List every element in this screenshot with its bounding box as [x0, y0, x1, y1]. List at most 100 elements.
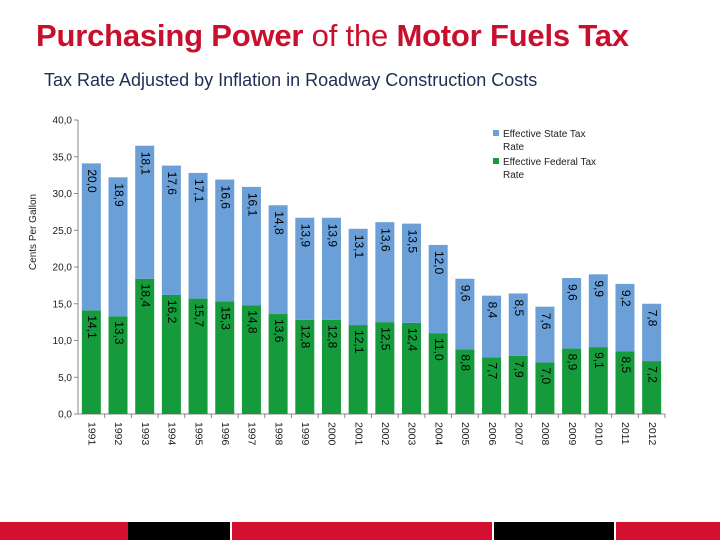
x-tick-label: 2005 [459, 422, 471, 446]
x-tick-label: 2004 [432, 422, 444, 446]
x-tick-label: 1994 [166, 422, 178, 446]
data-label-state: 9,2 [619, 290, 633, 307]
legend-label-state-cont: Rate [503, 142, 525, 153]
data-label-state: 16,1 [245, 193, 259, 217]
data-label-federal: 12,1 [352, 330, 366, 354]
y-tick-label: 20,0 [53, 263, 73, 274]
data-label-federal: 12,8 [325, 325, 339, 349]
data-label-state: 13,9 [325, 224, 339, 248]
x-tick-label: 1993 [139, 422, 151, 446]
y-tick-label: 15,0 [53, 299, 73, 310]
x-tick-label: 2002 [379, 422, 391, 446]
x-tick-label: 2003 [406, 422, 418, 446]
bar-federal [402, 322, 422, 414]
x-tick-label: 2012 [646, 422, 658, 446]
data-label-state: 13,5 [405, 230, 419, 254]
bar-federal [108, 316, 128, 414]
bar-federal [348, 325, 368, 414]
data-label-state: 9,6 [565, 284, 579, 301]
data-label-federal: 8,9 [565, 354, 579, 371]
bar-state [188, 172, 208, 299]
stacked-bar-chart: 0,0 5,0 10,0 15,0 20,0 25,0 30,0 35,0 40,0 Cents … [28, 116, 666, 446]
bar-federal [188, 298, 208, 414]
data-label-state: 8,4 [485, 302, 499, 319]
bar-state [615, 283, 635, 352]
bar-federal [455, 349, 475, 414]
bar-state [455, 278, 475, 350]
bar-state [642, 303, 662, 362]
x-tick-label: 2006 [486, 422, 498, 446]
bar-federal [241, 305, 261, 414]
footer-segment-red-1 [0, 522, 128, 540]
data-label-federal: 7,9 [512, 361, 526, 378]
bar-state [562, 278, 582, 349]
x-tick-label: 2010 [593, 422, 605, 446]
bar-federal [295, 319, 315, 414]
legend-label-federal: Effective Federal Tax [503, 157, 596, 168]
x-tick-label: 1997 [246, 422, 258, 446]
bar-federal [215, 301, 235, 414]
footer-bar [0, 522, 720, 540]
data-label-federal: 8,8 [459, 354, 473, 371]
x-tick-label: 2001 [352, 422, 364, 446]
legend-label-federal-cont: Rate [503, 170, 525, 181]
bar-federal [535, 362, 555, 414]
bar-state [268, 205, 288, 315]
data-label-federal: 15,7 [192, 304, 206, 328]
bar-state [535, 306, 555, 363]
y-tick-label: 5,0 [58, 373, 72, 384]
bar-state [215, 179, 235, 302]
data-label-federal: 7,0 [539, 368, 553, 385]
x-tick-label: 2000 [326, 422, 338, 446]
bar-state [428, 244, 448, 334]
data-label-federal: 16,2 [165, 300, 179, 324]
legend-swatch-state [493, 130, 499, 136]
title-middle-part: of the [303, 18, 397, 53]
data-label-state: 13,9 [299, 224, 313, 248]
x-tick-label: 2008 [539, 422, 551, 446]
bar-state [588, 274, 608, 348]
bar-state [348, 228, 368, 326]
bar-federal [562, 348, 582, 414]
data-label-state: 18,1 [139, 152, 153, 176]
footer-segment-dark-1 [128, 522, 230, 540]
data-label-federal: 12,5 [379, 327, 393, 351]
y-tick-label: 25,0 [53, 226, 73, 237]
x-tick-label: 2009 [566, 422, 578, 446]
data-label-federal: 14,1 [85, 315, 99, 339]
data-label-state: 20,0 [85, 169, 99, 193]
bar-state [321, 217, 341, 320]
page-subtitle: Tax Rate Adjusted by Inflation in Roadwa… [44, 70, 538, 90]
data-label-federal: 14,8 [245, 310, 259, 334]
x-tick-label: 1991 [86, 422, 98, 446]
title-end-part: Motor Fuels Tax [396, 18, 629, 53]
bar-state [482, 295, 502, 358]
data-label-federal: 7,7 [485, 362, 499, 379]
bar-federal [588, 347, 608, 414]
data-label-state: 8,5 [512, 299, 526, 316]
data-label-federal: 13,6 [272, 319, 286, 343]
bar-state [135, 145, 155, 279]
x-tick-label: 1992 [112, 422, 124, 446]
bar-state [375, 222, 395, 323]
x-tick-label: 1996 [219, 422, 231, 446]
data-label-state: 7,6 [539, 313, 553, 330]
footer-segment-dark-2 [494, 522, 614, 540]
y-axis-title: Cents Per Gallon [28, 194, 39, 270]
bar-state [161, 165, 181, 295]
bar-federal [268, 314, 288, 414]
data-label-federal: 11,0 [432, 338, 446, 361]
bar-federal [428, 333, 448, 414]
bar-state [402, 223, 422, 323]
x-tick-label: 1995 [192, 422, 204, 446]
bar-state [81, 163, 101, 311]
data-label-federal: 12,8 [299, 325, 313, 349]
footer-segment-red-2 [232, 522, 492, 540]
data-label-state: 17,1 [192, 179, 206, 203]
bar-federal [615, 351, 635, 414]
data-label-state: 13,1 [352, 235, 366, 259]
legend-swatch-federal [493, 158, 499, 164]
data-label-state: 14,8 [272, 211, 286, 235]
x-tick-label: 2011 [619, 422, 631, 445]
x-tick-label: 2007 [512, 422, 524, 446]
